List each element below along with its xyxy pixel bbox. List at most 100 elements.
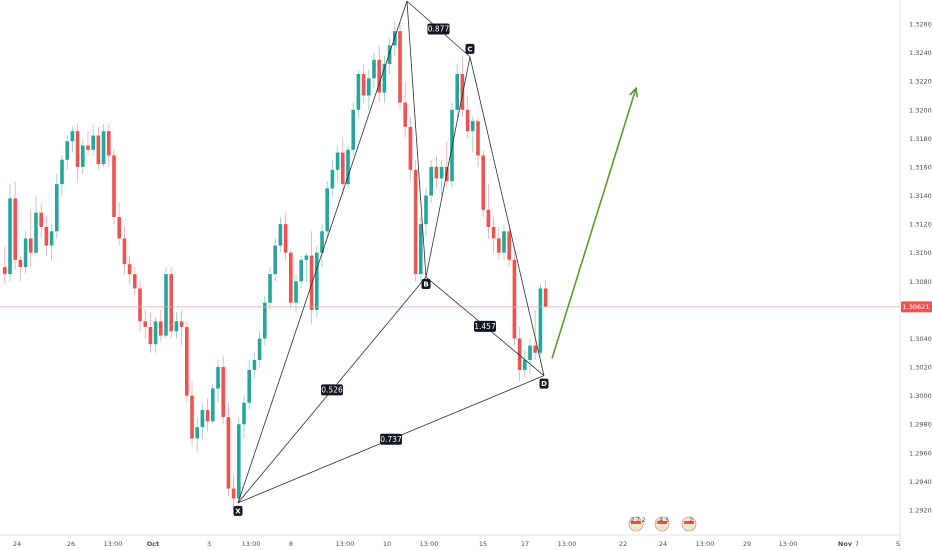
candle-body — [424, 195, 428, 225]
price-tick-label: 1.31200 — [909, 221, 932, 229]
candle — [101, 124, 106, 167]
candle-body — [127, 264, 132, 275]
event-marker[interactable]: 2 7 2 — [628, 516, 646, 532]
ratio-value: 1.457 — [474, 322, 496, 331]
ratio-value: 0.877 — [428, 25, 450, 34]
candle-body — [439, 166, 444, 179]
pattern-point-label: B — [423, 281, 428, 289]
current-price-tag: 1.30621 — [901, 301, 932, 313]
ratio-label: 0.526 — [321, 384, 343, 396]
candle-body — [91, 135, 95, 150]
candle — [398, 21, 402, 110]
candle — [237, 417, 241, 503]
event-marker[interactable]: 4 3 — [654, 516, 670, 532]
time-tick-label: 10 — [383, 540, 391, 548]
candle-body — [304, 255, 309, 260]
candle — [39, 202, 43, 239]
candle — [65, 135, 69, 170]
candle — [387, 38, 392, 75]
economic-events[interactable]: 2 7 2 4 3 2 — [628, 516, 697, 532]
candle-body — [517, 338, 522, 370]
candle — [491, 216, 496, 253]
time-tick-label: 7 — [855, 540, 859, 548]
candle — [517, 327, 522, 382]
price-tick-label: 1.32200 — [909, 78, 932, 86]
time-tick-label: 26 — [67, 540, 75, 548]
candle-body — [231, 488, 236, 499]
candle-body — [367, 78, 371, 96]
price-tick-label: 1.30800 — [909, 278, 932, 286]
candle-body — [320, 231, 324, 253]
candle-body — [382, 64, 387, 93]
candle-body — [211, 388, 215, 422]
candle — [377, 45, 381, 103]
candle — [481, 149, 485, 217]
candle — [91, 124, 95, 156]
candle — [3, 245, 7, 285]
ratio-label: 0.877 — [427, 23, 450, 35]
candle — [252, 352, 257, 379]
candle-body — [486, 209, 491, 227]
price-tick-label: 1.30000 — [909, 392, 932, 400]
candle — [86, 131, 90, 156]
candle-body — [455, 74, 459, 110]
candle — [471, 116, 475, 153]
candle — [55, 174, 59, 239]
candle — [190, 381, 194, 446]
candle-body — [55, 184, 59, 232]
candle — [34, 195, 38, 256]
candle-body — [538, 288, 543, 353]
price-tick-label: 1.30200 — [909, 364, 932, 372]
candle — [424, 188, 428, 236]
time-tick-label: 15 — [479, 540, 487, 548]
candle-body — [315, 252, 319, 310]
candle — [283, 212, 288, 260]
candle-body — [237, 424, 241, 499]
pattern-leg-BC — [425, 56, 471, 278]
candle-body — [190, 395, 194, 439]
candle — [164, 267, 168, 339]
current-price-value: 1.30621 — [903, 303, 930, 311]
candle — [143, 309, 147, 339]
candle-body — [387, 45, 392, 65]
candle — [497, 226, 501, 260]
candle-body — [49, 231, 54, 246]
candle — [356, 69, 361, 117]
candle-body — [18, 259, 23, 267]
candle-body — [216, 367, 220, 389]
price-tick-label: 1.31000 — [909, 249, 932, 257]
candle — [341, 138, 345, 196]
price-tick-label: 1.32000 — [909, 106, 932, 114]
candle — [195, 417, 199, 453]
candle-body — [299, 259, 303, 282]
candle — [294, 274, 298, 313]
candle-body — [257, 338, 262, 360]
time-tick-label: 13:00 — [104, 540, 123, 548]
pattern-leg-AB — [406, 1, 427, 278]
candle — [226, 402, 231, 496]
candle — [216, 359, 220, 403]
time-tick-label: 8 — [289, 540, 293, 548]
event-marker[interactable]: 2 — [681, 516, 697, 532]
candle-body — [13, 198, 17, 260]
candle-body — [398, 31, 402, 103]
candle — [460, 56, 465, 117]
candle-body — [221, 367, 225, 418]
candle-body — [143, 321, 147, 328]
candle-body — [133, 274, 137, 289]
candle — [507, 224, 511, 267]
price-tick-label: 1.29200 — [909, 507, 932, 515]
candle-body — [101, 131, 106, 165]
pattern-point-label: X — [235, 507, 241, 515]
candle — [315, 245, 319, 318]
candle — [268, 267, 272, 310]
candle-body — [23, 238, 28, 267]
candle-body — [346, 149, 350, 185]
candle-body — [29, 238, 33, 253]
candle — [413, 159, 418, 282]
pattern-point-label: D — [541, 380, 547, 388]
time-tick-label: Oct — [147, 540, 160, 548]
ratio-value: 0.737 — [380, 435, 402, 444]
candle-body — [429, 166, 433, 196]
